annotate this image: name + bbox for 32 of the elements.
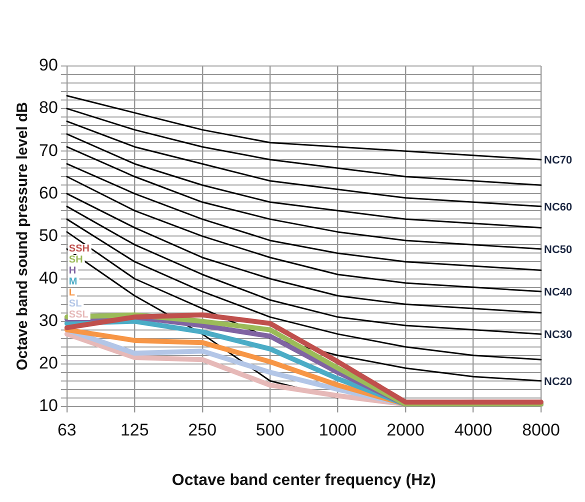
x-tick-label: 8000 bbox=[522, 420, 560, 440]
x-tick-label: 125 bbox=[120, 420, 149, 440]
series-label: NC30 bbox=[544, 329, 572, 342]
y-axis-title: Octave band sound pressure level dB bbox=[14, 102, 32, 370]
series-label: NC70 bbox=[544, 154, 572, 167]
x-tick-label: 4000 bbox=[454, 420, 492, 440]
series-label: NC20 bbox=[544, 376, 572, 388]
x-tick-label: 500 bbox=[256, 420, 284, 440]
y-tick-label: 50 bbox=[38, 226, 58, 245]
y-tick-label: 10 bbox=[38, 396, 58, 416]
y-tick-label: 40 bbox=[38, 268, 58, 288]
x-axis-title: Octave band center frequency (Hz) bbox=[172, 472, 436, 489]
x-tick-label: 250 bbox=[188, 420, 217, 440]
text: SL bbox=[68, 298, 82, 310]
y-tick-label: 80 bbox=[38, 98, 58, 118]
series-label: NC50 bbox=[544, 244, 572, 256]
series-label: SSL bbox=[68, 310, 88, 321]
y-tick-label: 90 bbox=[38, 56, 58, 75]
y-tick-label: 20 bbox=[38, 354, 58, 373]
y-tick-label: 70 bbox=[38, 140, 58, 160]
y-tick-label: 30 bbox=[38, 310, 58, 330]
y-tick-label: 60 bbox=[38, 183, 58, 202]
x-tick-label: 1000 bbox=[318, 420, 357, 440]
x-tick-label: 2000 bbox=[386, 420, 424, 440]
text: M bbox=[68, 276, 78, 288]
text: L bbox=[68, 288, 76, 299]
text: SSH bbox=[68, 244, 90, 255]
x-tick-label: 63 bbox=[57, 420, 76, 440]
series-label: NC40 bbox=[544, 286, 572, 299]
series-label: NC60 bbox=[544, 201, 572, 214]
text: SH bbox=[68, 254, 83, 266]
text: H bbox=[68, 266, 76, 277]
